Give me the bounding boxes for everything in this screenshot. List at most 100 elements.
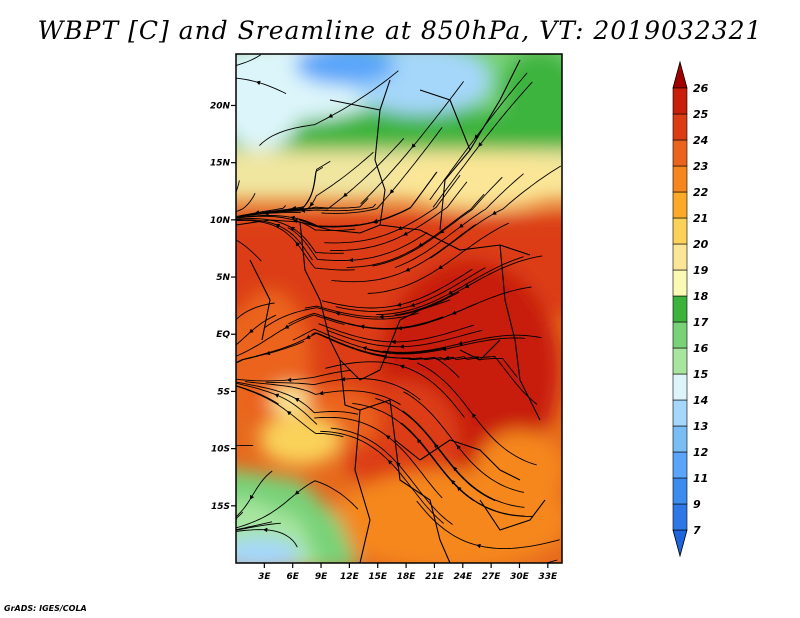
streamline-arrow — [405, 267, 411, 272]
colorbar-swatch — [672, 191, 688, 219]
colorbar-label: 14 — [693, 394, 708, 407]
streamline — [325, 361, 465, 418]
colorbar-swatch — [672, 113, 688, 141]
streamline — [324, 174, 461, 244]
streamline — [236, 382, 318, 425]
streamline — [236, 529, 298, 548]
streamline — [244, 381, 401, 406]
colorbar-swatch — [672, 217, 688, 245]
streamline-arrow — [389, 189, 395, 194]
streamline-arrow — [396, 462, 401, 467]
streamline — [236, 239, 262, 262]
streamline-arrow — [305, 334, 311, 339]
colorbar-label: 12 — [693, 446, 709, 459]
streamline-arrow — [290, 215, 296, 221]
streamline-arrow — [373, 218, 379, 224]
streamline — [394, 255, 543, 316]
streamline-arrow — [379, 314, 384, 320]
streamline-arrow — [294, 398, 300, 403]
streamline-arrow — [403, 231, 409, 236]
grads-credit: GrADS: IGES/COLA — [4, 604, 87, 613]
streamline — [367, 222, 510, 294]
streamline-arrow — [328, 113, 334, 118]
streamline — [236, 332, 386, 364]
streamline — [403, 391, 524, 493]
streamline-arrow — [410, 302, 416, 308]
streamline-arrow — [293, 218, 298, 224]
streamline-arrow — [397, 225, 403, 231]
streamline-arrow — [286, 377, 292, 383]
streamline — [259, 70, 399, 146]
colorbar-bottom-arrow — [672, 529, 688, 558]
colorbar-swatch — [672, 373, 688, 401]
streamline — [236, 522, 281, 531]
lon-label: 33E — [538, 572, 558, 582]
colorbar-label: 7 — [693, 524, 701, 537]
longitude-axis: 3E 6E 9E 12E 15E 18E 21E 24E 27E 30E 33E — [258, 563, 558, 582]
lon-label: 18E — [397, 572, 417, 582]
streamline — [360, 81, 464, 205]
streamline — [370, 353, 518, 378]
colorbar-label: 24 — [693, 134, 708, 147]
streamline-arrow — [476, 543, 481, 549]
lon-label: 27E — [482, 572, 502, 582]
colorbar-swatch — [672, 295, 688, 323]
streamline-arrow — [491, 210, 497, 215]
lat-label: 20N — [210, 101, 231, 111]
colorbar-label: 18 — [693, 290, 709, 303]
colorbar-swatch — [672, 477, 688, 505]
lon-label: 12E — [340, 572, 360, 582]
streamline-arrow — [274, 393, 280, 398]
streamline — [329, 181, 468, 251]
streamline-arrow — [399, 344, 404, 349]
streamline-arrow — [290, 226, 296, 232]
colorbar-label: 19 — [693, 264, 709, 277]
streamline — [372, 176, 503, 267]
streamline — [352, 402, 474, 502]
streamline-arrow — [309, 201, 315, 207]
streamline — [416, 500, 560, 550]
streamline-arrow — [335, 311, 341, 317]
colorbar-swatch — [672, 451, 688, 479]
colorbar-label: 26 — [693, 82, 709, 95]
streamline — [545, 559, 558, 563]
streamline-arrow — [448, 290, 454, 295]
colorbar-swatch — [672, 347, 688, 375]
streamline-arrow — [453, 466, 458, 472]
streamline-arrow — [295, 241, 301, 247]
streamline-arrow — [249, 328, 254, 334]
streamline — [323, 302, 478, 330]
streamline — [402, 410, 525, 508]
streamline-arrow — [340, 376, 346, 382]
streamline — [394, 173, 524, 268]
streamline-arrow — [391, 339, 396, 345]
streamline-arrow — [458, 223, 464, 228]
streamline-arrow — [441, 346, 447, 352]
lat-label: 5S — [217, 387, 230, 397]
streamline — [236, 205, 287, 218]
lon-label: 30E — [510, 572, 530, 582]
streamline-arrow — [474, 134, 479, 140]
lon-label: 24E — [453, 572, 473, 582]
streamline-arrow — [399, 364, 405, 370]
streamline-arrow — [456, 444, 461, 450]
lon-label: 6E — [286, 572, 299, 582]
streamline-arrow — [471, 413, 477, 419]
streamline — [314, 416, 443, 499]
lat-label: 10S — [211, 445, 230, 455]
colorbar-label: 25 — [693, 108, 709, 121]
streamline — [236, 511, 244, 519]
streamline-arrow — [362, 346, 368, 351]
streamline — [318, 323, 474, 343]
colorbar-label: 9 — [693, 498, 701, 511]
streamline — [416, 362, 537, 466]
lon-label: 21E — [425, 572, 445, 582]
streamline — [320, 430, 444, 524]
streamline-arrow — [397, 325, 402, 331]
lat-label: 15S — [211, 502, 230, 512]
streamline-arrow — [438, 264, 444, 270]
streamline — [383, 334, 542, 353]
lat-label: 5N — [216, 273, 230, 283]
streamline-arrow — [348, 257, 354, 263]
